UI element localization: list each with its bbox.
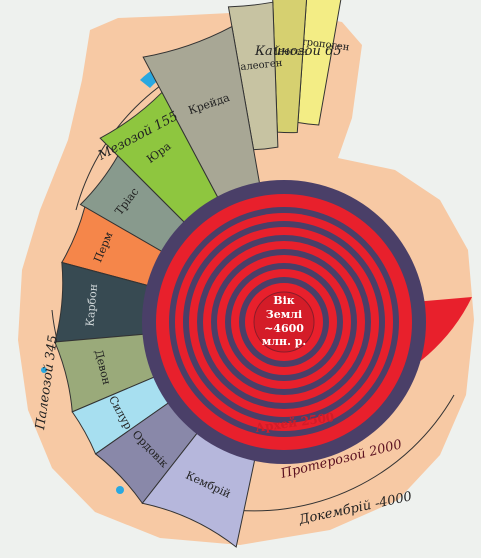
period-wedge bbox=[297, 0, 342, 126]
era-label-cenozoic: Кайнозой 65 bbox=[254, 44, 342, 59]
water-dot bbox=[116, 486, 124, 494]
core-line-1: Вік bbox=[273, 294, 294, 307]
period-wedge bbox=[272, 0, 308, 134]
core-line-2: Землі bbox=[266, 308, 302, 321]
period-label: Карбон bbox=[83, 283, 100, 327]
spiral-ring bbox=[253, 291, 315, 353]
core-line-3: ~4600 bbox=[264, 322, 304, 335]
period-label: Палеоген bbox=[231, 58, 283, 74]
period-wedge bbox=[227, 1, 279, 151]
spiral-core bbox=[142, 180, 472, 464]
water-dot bbox=[41, 367, 47, 373]
period-label: Неоген bbox=[269, 46, 308, 58]
earth-age-label: Вік Землі ~4600 млн. р. bbox=[262, 294, 307, 348]
core-line-4: млн. р. bbox=[262, 335, 307, 348]
